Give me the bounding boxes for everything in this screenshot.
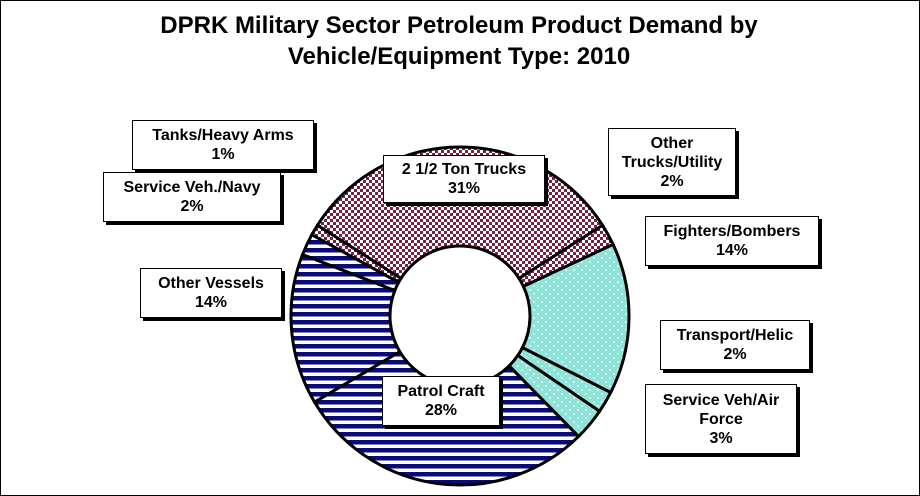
data-label-name: Fighters/Bombers <box>663 223 801 240</box>
data-label-name: Other Vessels <box>158 275 264 292</box>
data-label-name: Transport/Helic <box>676 327 794 344</box>
data-label-value: 31% <box>447 180 481 197</box>
data-label-other-trucks-utility: Other Trucks/Utility 2% <box>608 128 736 196</box>
slice-other-vessels <box>289 252 402 405</box>
data-label-name: Tanks/Heavy Arms <box>152 127 294 144</box>
data-label-value: 1% <box>211 146 235 163</box>
data-label-2-1-2-ton-trucks: 2 1/2 Ton Trucks 31% <box>383 155 545 203</box>
data-label-fighters-bombers: Fighters/Bombers 14% <box>645 216 819 266</box>
data-label-service-veh-navy: Service Veh./Navy 2% <box>103 172 281 222</box>
slice-fighters-bombers <box>520 242 631 395</box>
data-label-name: Service Veh./Navy <box>123 179 261 196</box>
data-label-name: Force <box>699 410 743 428</box>
data-label-name: Trucks/Utility <box>621 153 723 171</box>
data-label-name: 2 1/2 Ton Trucks <box>401 161 527 178</box>
data-label-value: 2% <box>180 198 204 215</box>
chart-title-line-2: Vehicle/Equipment Type: 2010 <box>287 43 631 70</box>
data-label-value: 28% <box>424 402 458 419</box>
data-label-name: Other <box>650 134 694 152</box>
data-label-other-vessels: Other Vessels 14% <box>140 268 282 318</box>
data-label-name: Service Veh/Air <box>662 391 780 409</box>
slice-tanks-heavy-arms <box>309 223 404 285</box>
data-label-value: 3% <box>709 429 733 447</box>
data-label-value: 14% <box>715 242 749 259</box>
data-label-transport-helic: Transport/Helic 2% <box>660 320 810 370</box>
chart-title-line-1: DPRK Military Sector Petroleum Product D… <box>160 12 758 39</box>
data-label-patrol-craft: Patrol Craft 28% <box>382 376 500 426</box>
data-label-value: 14% <box>194 294 228 311</box>
data-label-name: Patrol Craft <box>397 383 485 400</box>
chart-title: DPRK Military Sector Petroleum Product D… <box>0 10 918 72</box>
data-label-value: 2% <box>723 346 747 363</box>
data-label-value: 2% <box>660 172 684 190</box>
data-label-service-veh-air-force: Service Veh/Air Force 3% <box>645 384 797 454</box>
data-label-tanks-heavy-arms: Tanks/Heavy Arms 1% <box>132 120 314 170</box>
